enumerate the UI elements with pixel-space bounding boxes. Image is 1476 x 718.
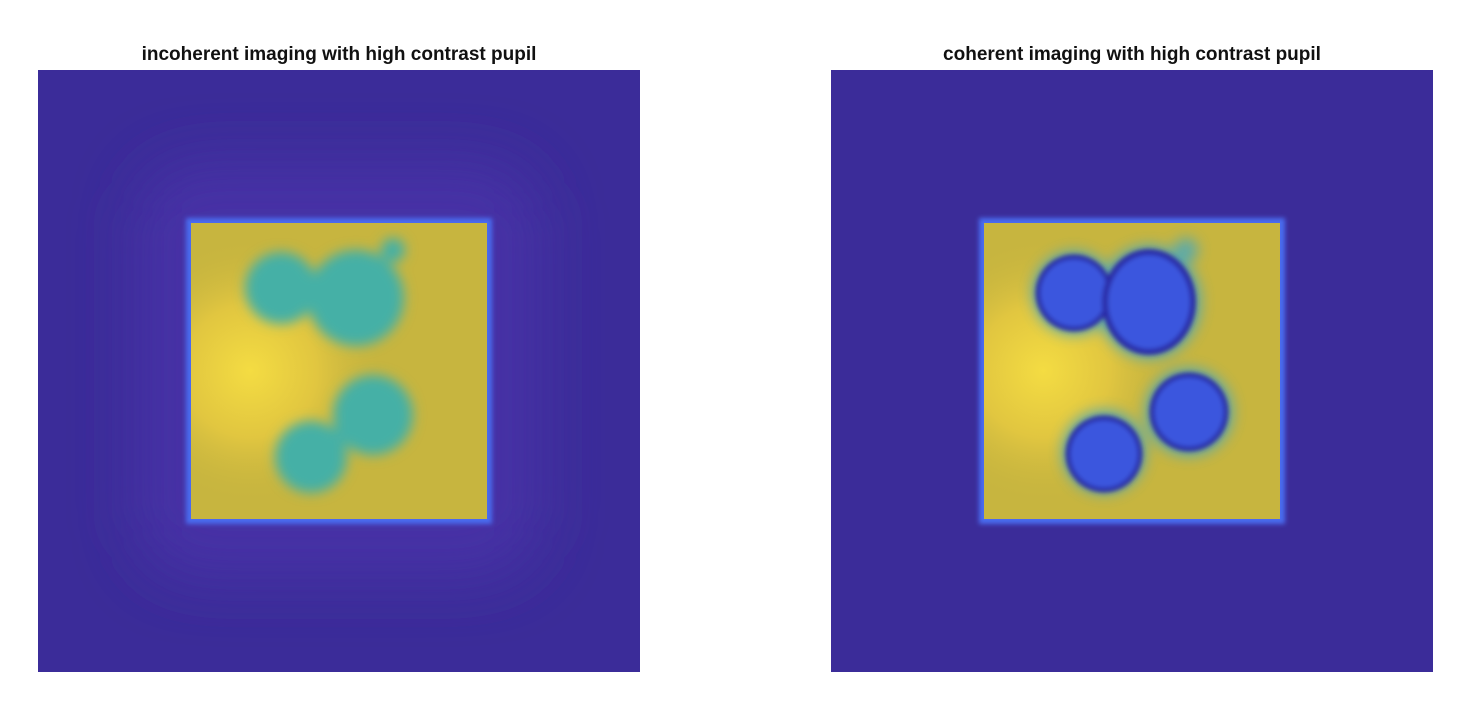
dark-blob-lower-right xyxy=(1149,372,1229,452)
blob-bottom-left xyxy=(275,421,347,493)
blob-top-left xyxy=(245,252,317,324)
panel-title-incoherent: incoherent imaging with high contrast pu… xyxy=(141,44,537,65)
blob-spike xyxy=(381,238,405,262)
blob-halo-spike xyxy=(1174,238,1198,262)
dark-blob-top-right xyxy=(1102,249,1196,355)
blob-lower-right xyxy=(333,375,413,455)
incoherent-image-panel xyxy=(38,70,640,672)
dark-blob-bottom-left xyxy=(1065,415,1143,493)
coherent-image xyxy=(831,70,1433,672)
panel-title-coherent: coherent imaging with high contrast pupi… xyxy=(943,44,1321,65)
dark-blob-top-left xyxy=(1035,254,1113,332)
coherent-image-panel xyxy=(831,70,1433,672)
blob-top-right xyxy=(308,250,404,346)
incoherent-image xyxy=(38,70,640,672)
